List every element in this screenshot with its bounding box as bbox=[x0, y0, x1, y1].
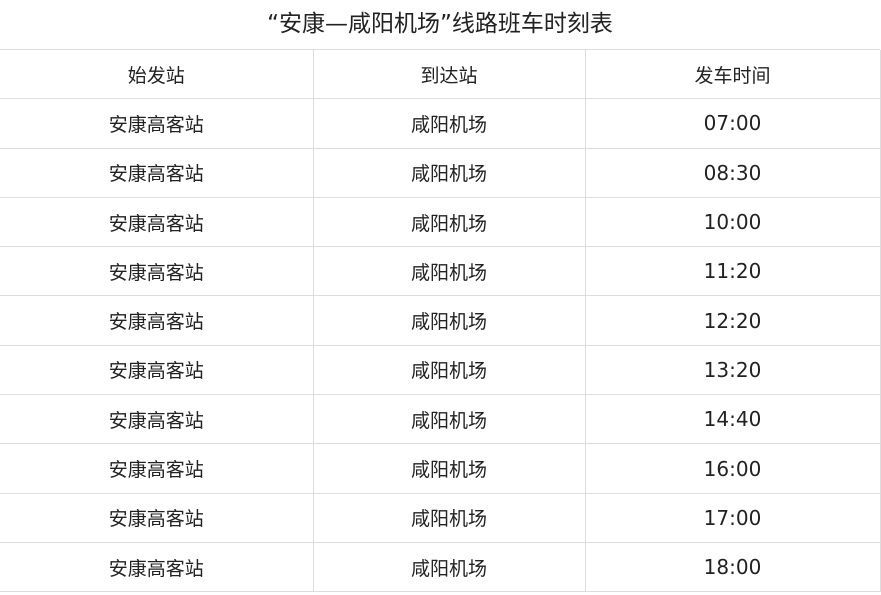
origin-cell: 安康高客站 bbox=[0, 492, 314, 543]
departure-time-cell: 18:00 bbox=[584, 541, 881, 593]
destination-cell: 咸阳机场 bbox=[312, 344, 586, 396]
destination-cell: 咸阳机场 bbox=[312, 98, 586, 149]
destination-cell: 咸阳机场 bbox=[312, 541, 586, 593]
table-row: 安康高客站 咸阳机场 07:00 bbox=[0, 98, 881, 149]
destination-cell: 咸阳机场 bbox=[312, 147, 586, 198]
departure-time-cell: 11:20 bbox=[584, 246, 881, 297]
origin-cell: 安康高客站 bbox=[0, 246, 314, 297]
destination-cell: 咸阳机场 bbox=[312, 246, 586, 297]
departure-time-cell: 14:40 bbox=[584, 394, 881, 445]
departure-time-cell: 07:00 bbox=[584, 98, 881, 149]
departure-time-cell: 08:30 bbox=[584, 147, 881, 198]
destination-cell: 咸阳机场 bbox=[312, 196, 586, 248]
destination-cell: 咸阳机场 bbox=[312, 443, 586, 494]
destination-cell: 咸阳机场 bbox=[312, 492, 586, 543]
destination-cell: 咸阳机场 bbox=[312, 295, 586, 346]
departure-time-cell: 16:00 bbox=[584, 443, 881, 494]
table-row: 安康高客站 咸阳机场 10:00 bbox=[0, 196, 881, 248]
origin-cell: 安康高客站 bbox=[0, 196, 314, 248]
departure-time-cell: 17:00 bbox=[584, 492, 881, 543]
timetable-title: “安康—咸阳机场”线路班车时刻表 bbox=[0, 0, 880, 50]
table-row: 安康高客站 咸阳机场 18:00 bbox=[0, 541, 881, 593]
origin-cell: 安康高客站 bbox=[0, 147, 314, 198]
origin-cell: 安康高客站 bbox=[0, 344, 314, 396]
table-row: 安康高客站 咸阳机场 12:20 bbox=[0, 295, 881, 346]
table-row: 安康高客站 咸阳机场 14:40 bbox=[0, 394, 881, 445]
table-row: 安康高客站 咸阳机场 17:00 bbox=[0, 492, 881, 543]
timetable: 始发站 到达站 发车时间 安康高客站 咸阳机场 07:00 安康高客站 咸阳机场 08:3… bbox=[0, 50, 881, 593]
header-row: 始发站 到达站 发车时间 bbox=[0, 50, 881, 100]
origin-cell: 安康高客站 bbox=[0, 443, 314, 494]
header-departure-time: 发车时间 bbox=[584, 50, 881, 100]
destination-cell: 咸阳机场 bbox=[312, 394, 586, 445]
origin-cell: 安康高客站 bbox=[0, 295, 314, 346]
origin-cell: 安康高客站 bbox=[0, 98, 314, 149]
table-row: 安康高客站 咸阳机场 08:30 bbox=[0, 147, 881, 198]
table-row: 安康高客站 咸阳机场 16:00 bbox=[0, 443, 881, 494]
table-row: 安康高客站 咸阳机场 11:20 bbox=[0, 246, 881, 297]
header-destination: 到达站 bbox=[312, 50, 586, 100]
departure-time-cell: 13:20 bbox=[584, 344, 881, 396]
departure-time-cell: 12:20 bbox=[584, 295, 881, 346]
header-origin: 始发站 bbox=[0, 50, 314, 100]
origin-cell: 安康高客站 bbox=[0, 394, 314, 445]
departure-time-cell: 10:00 bbox=[584, 196, 881, 248]
origin-cell: 安康高客站 bbox=[0, 541, 314, 593]
table-row: 安康高客站 咸阳机场 13:20 bbox=[0, 344, 881, 396]
